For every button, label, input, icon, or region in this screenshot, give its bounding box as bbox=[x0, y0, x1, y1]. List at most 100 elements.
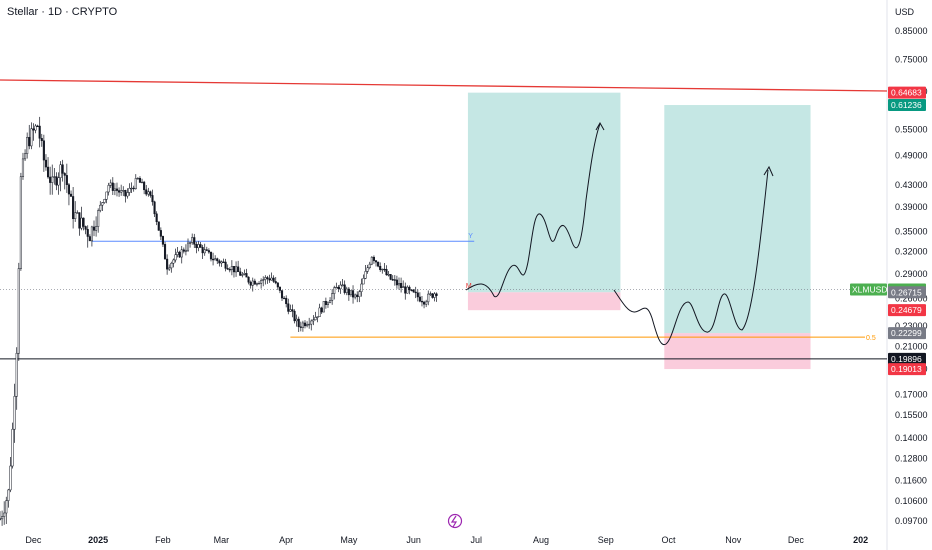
candle bbox=[24, 149, 27, 162]
candle-body bbox=[272, 277, 275, 282]
candle bbox=[151, 189, 154, 206]
candle bbox=[28, 124, 31, 150]
projection-path-2 bbox=[613, 169, 769, 346]
price-tick: 0.55000 bbox=[895, 124, 928, 134]
candle-body bbox=[46, 166, 50, 178]
candle bbox=[118, 187, 121, 197]
candle-body bbox=[387, 274, 390, 276]
candle bbox=[245, 268, 248, 278]
currency-label: USD bbox=[895, 7, 915, 17]
symbol-title[interactable]: Stellar · 1D · CRYPTO bbox=[7, 6, 118, 18]
candle bbox=[251, 277, 254, 292]
price-tick: 0.26000 bbox=[895, 293, 928, 303]
candle bbox=[312, 315, 315, 326]
candle bbox=[107, 182, 110, 196]
candle-body bbox=[354, 294, 357, 298]
candle-body bbox=[214, 258, 217, 261]
candle-body bbox=[111, 182, 114, 191]
candle bbox=[15, 347, 18, 410]
candle-body bbox=[237, 266, 240, 273]
candle-body bbox=[63, 173, 66, 176]
candle bbox=[351, 285, 355, 304]
candle bbox=[228, 267, 231, 273]
candle bbox=[161, 235, 164, 247]
candle-body bbox=[303, 322, 307, 327]
candle-body bbox=[366, 267, 369, 272]
candle bbox=[63, 172, 66, 190]
candle-body bbox=[247, 276, 250, 283]
price-tag: 0.19896 bbox=[888, 352, 926, 365]
candle bbox=[197, 241, 200, 252]
candle bbox=[13, 383, 16, 443]
candle bbox=[17, 262, 20, 361]
candle-body bbox=[220, 261, 223, 264]
candle bbox=[19, 172, 22, 271]
candle bbox=[387, 270, 390, 277]
candle bbox=[216, 257, 219, 265]
price-tag-bg bbox=[888, 304, 926, 317]
candle bbox=[358, 289, 361, 303]
candle bbox=[349, 290, 353, 297]
price-tick: 0.35000 bbox=[895, 226, 928, 236]
price-tag-value: 0.19896 bbox=[891, 354, 922, 364]
candle-body bbox=[402, 286, 405, 288]
candle bbox=[147, 187, 150, 197]
candle bbox=[293, 309, 296, 324]
candle-body bbox=[159, 230, 162, 237]
candle bbox=[95, 216, 98, 237]
candle bbox=[170, 261, 173, 273]
candle bbox=[393, 275, 396, 286]
candle bbox=[345, 286, 348, 296]
candle bbox=[44, 154, 48, 171]
candle bbox=[136, 177, 139, 180]
candle-body bbox=[295, 318, 298, 322]
candle-body bbox=[420, 300, 424, 303]
candle-body bbox=[372, 256, 375, 261]
time-tick: Nov bbox=[725, 535, 742, 545]
price-tag-value: 0.26715 bbox=[891, 287, 922, 297]
candle-body bbox=[130, 187, 133, 190]
candle-body bbox=[203, 249, 206, 254]
resistance-label: Y bbox=[468, 233, 473, 240]
candle-body bbox=[320, 307, 323, 313]
candle-body bbox=[343, 284, 346, 293]
time-tick: Aug bbox=[533, 535, 549, 545]
candle-body bbox=[95, 226, 98, 231]
candle-body bbox=[435, 293, 438, 296]
candle-body bbox=[339, 284, 342, 290]
descending-trendline bbox=[0, 79, 888, 92]
candle-body bbox=[78, 212, 81, 229]
price-tag: 0.19013 bbox=[888, 363, 926, 376]
candle-body bbox=[293, 310, 296, 322]
candle bbox=[1, 510, 4, 526]
price-tag: 0.22299 bbox=[888, 327, 926, 340]
price-tag-value: 0.19013 bbox=[891, 364, 922, 374]
candle bbox=[65, 163, 68, 193]
long-position-2-target-zone bbox=[664, 105, 811, 334]
candle bbox=[326, 301, 330, 308]
candle bbox=[406, 285, 409, 294]
candle-body bbox=[86, 229, 89, 237]
candle bbox=[67, 182, 70, 206]
time-tick: 2025 bbox=[88, 535, 108, 545]
candle bbox=[53, 167, 56, 185]
candle-body bbox=[316, 316, 319, 318]
candle bbox=[322, 301, 325, 313]
candle-body bbox=[11, 428, 14, 467]
candle bbox=[364, 264, 367, 280]
candle-body bbox=[176, 251, 179, 255]
candle-body bbox=[9, 465, 12, 491]
candle bbox=[429, 291, 432, 296]
candle bbox=[103, 198, 106, 204]
candle-body bbox=[356, 294, 359, 298]
candle bbox=[57, 172, 60, 195]
candle-body bbox=[120, 190, 123, 193]
candle bbox=[289, 304, 292, 312]
candle bbox=[86, 225, 89, 248]
price-tick: 0.39000 bbox=[895, 202, 928, 212]
candle bbox=[366, 264, 369, 274]
candle bbox=[97, 208, 100, 233]
candle-body bbox=[262, 279, 265, 281]
candle bbox=[331, 289, 334, 305]
